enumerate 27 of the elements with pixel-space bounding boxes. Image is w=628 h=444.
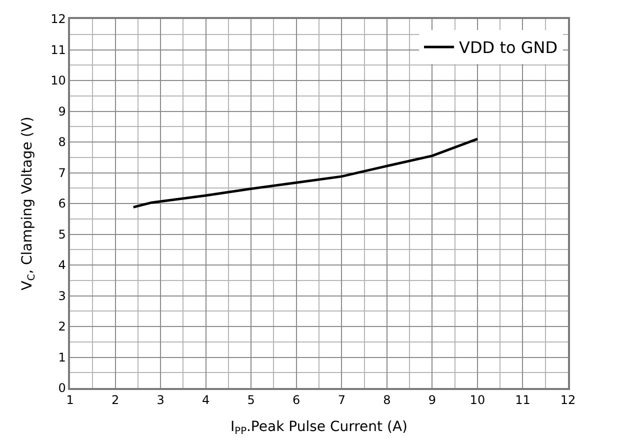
x-tick-label: 11 [515, 393, 530, 408]
y-tick-label: 0 [58, 381, 66, 396]
x-axis-title: I$_{PP}$.Peak Pulse Current (A) [230, 418, 408, 437]
y-tick-label: 9 [58, 104, 66, 118]
y-tick-label: 2 [58, 320, 66, 334]
x-tick-label: 9 [428, 393, 436, 408]
y-tick-label: 10 [50, 74, 66, 88]
line-series [132, 138, 479, 208]
y-tick-label: 3 [58, 288, 66, 303]
x-tick-label: 2 [111, 393, 120, 408]
x-tick-label: 4 [202, 393, 210, 408]
x-tick-label: 8 [383, 393, 391, 408]
x-tick-label: 3 [156, 393, 164, 408]
y-tick-label: 11 [50, 42, 66, 57]
y-tick-label: 12 [50, 12, 66, 26]
y-tick-label: 5 [58, 227, 66, 242]
x-tick-label: 5 [247, 393, 255, 408]
legend-label: VDD to GND [459, 38, 558, 58]
x-tick-label: 6 [292, 393, 300, 408]
x-tick-label: 7 [338, 393, 346, 408]
y-tick-label: 1 [58, 350, 66, 364]
x-tick-label: 10 [470, 393, 486, 408]
x-tick-label: 12 [560, 393, 576, 408]
y-tick-label: 4 [58, 258, 66, 272]
y-tick-label: 6 [58, 196, 66, 211]
y-tick-label: 7 [58, 166, 66, 180]
y-tick-label: 8 [58, 135, 66, 150]
